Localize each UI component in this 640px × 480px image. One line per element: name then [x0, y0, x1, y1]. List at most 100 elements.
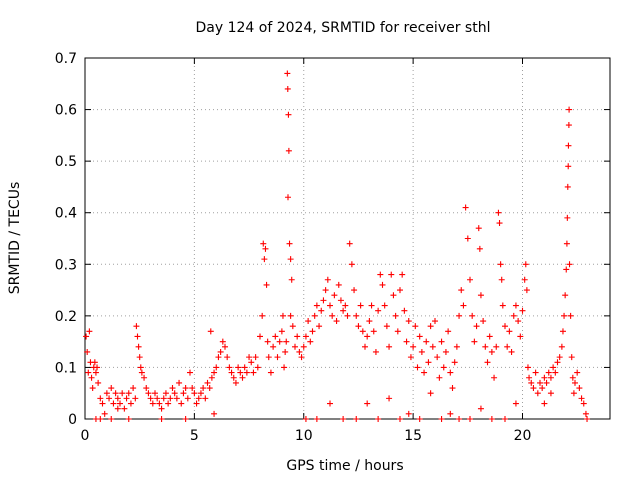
data-point-101 — [262, 245, 269, 252]
data-point-96 — [254, 364, 261, 371]
data-point-182 — [416, 333, 423, 340]
data-point-226 — [506, 328, 513, 335]
data-point-63 — [191, 390, 198, 397]
y-tick-label-0: 0 — [68, 412, 77, 428]
data-point-202 — [460, 302, 467, 309]
data-point-50 — [162, 390, 169, 397]
data-point-175 — [401, 307, 408, 314]
data-point-241 — [364, 400, 371, 407]
data-point-282 — [565, 122, 572, 129]
data-point-66 — [197, 390, 204, 397]
data-point-58 — [180, 390, 187, 397]
data-point-170 — [390, 292, 397, 299]
data-point-166 — [381, 302, 388, 309]
data-point-219 — [495, 209, 502, 216]
axis-ticks: 0 5 10 15 20 0 0.1 0.2 0.3 0.4 0.5 0.6 0.7 — [55, 51, 610, 444]
data-point-193 — [440, 364, 447, 371]
data-point-110 — [278, 328, 285, 335]
data-point-249 — [447, 410, 454, 417]
data-point-232 — [519, 307, 526, 314]
data-point-272 — [558, 343, 565, 350]
data-point-142 — [329, 312, 336, 319]
data-point-127 — [296, 348, 303, 355]
data-point-260 — [532, 369, 539, 376]
data-point-45 — [152, 390, 158, 397]
data-point-115 — [284, 70, 291, 77]
data-point-287 — [569, 374, 576, 381]
data-point-100 — [261, 256, 268, 263]
data-point-267 — [547, 374, 554, 381]
data-point-40 — [141, 374, 148, 381]
data-point-9 — [92, 369, 99, 376]
data-point-149 — [344, 312, 351, 319]
data-point-78 — [222, 343, 228, 350]
data-point-288 — [570, 390, 577, 397]
data-point-276 — [563, 266, 570, 273]
data-point-224 — [502, 323, 508, 330]
data-point-59 — [182, 385, 189, 392]
data-point-248 — [438, 416, 445, 422]
data-point-161 — [370, 328, 377, 335]
data-point-163 — [375, 307, 382, 314]
data-point-143 — [331, 292, 338, 299]
data-point-194 — [442, 348, 449, 355]
data-point-112 — [281, 364, 288, 371]
x-tick-label-0: 0 — [81, 428, 90, 444]
data-point-147 — [340, 307, 347, 314]
data-point-251 — [467, 416, 473, 422]
x-tick-label-2: 10 — [295, 428, 313, 444]
data-point-68 — [202, 395, 209, 402]
data-point-253 — [488, 416, 495, 422]
data-point-140 — [324, 276, 331, 283]
data-point-252 — [477, 405, 484, 412]
data-point-43 — [147, 395, 154, 402]
data-point-67 — [200, 385, 207, 392]
data-point-214 — [484, 359, 491, 366]
data-point-85 — [230, 374, 237, 381]
data-point-198 — [451, 359, 458, 366]
y-tick-label-3: 0.3 — [55, 257, 77, 273]
data-point-42 — [145, 390, 152, 397]
data-point-111 — [279, 312, 286, 319]
data-point-79 — [224, 354, 231, 361]
data-point-237 — [313, 416, 320, 422]
data-point-227 — [508, 348, 515, 355]
data-point-77 — [219, 338, 226, 345]
data-point-239 — [340, 416, 347, 422]
data-point-196 — [447, 369, 454, 376]
data-point-220 — [496, 220, 503, 227]
data-point-254 — [502, 416, 508, 422]
data-point-180 — [412, 323, 419, 330]
data-point-264 — [541, 374, 548, 381]
data-point-190 — [434, 354, 441, 361]
x-tick-label-1: 5 — [190, 428, 199, 444]
data-point-217 — [491, 374, 498, 381]
plot-frame — [84, 57, 611, 420]
data-point-206 — [469, 312, 476, 319]
data-point-55 — [173, 395, 180, 402]
data-point-294 — [582, 410, 589, 417]
data-point-3 — [86, 328, 93, 335]
data-point-141 — [327, 302, 333, 309]
data-point-209 — [475, 225, 482, 232]
data-point-171 — [392, 312, 399, 319]
data-point-18 — [106, 395, 113, 402]
data-point-86 — [232, 379, 239, 386]
data-point-211 — [477, 292, 484, 299]
data-point-157 — [362, 343, 368, 350]
data-point-31 — [114, 405, 121, 412]
data-point-8 — [91, 359, 98, 366]
y-tick-label-4: 0.4 — [55, 206, 77, 222]
data-point-145 — [335, 281, 342, 288]
data-point-2 — [85, 369, 92, 376]
data-point-213 — [482, 343, 489, 350]
data-point-90 — [241, 364, 248, 371]
data-point-234 — [522, 261, 529, 268]
data-point-139 — [322, 287, 329, 294]
data-point-108 — [274, 354, 281, 361]
data-point-56 — [176, 379, 183, 386]
data-point-246 — [416, 416, 423, 422]
data-point-240 — [353, 416, 360, 422]
y-tick-label-6: 0.6 — [55, 103, 77, 119]
data-point-222 — [498, 276, 505, 283]
